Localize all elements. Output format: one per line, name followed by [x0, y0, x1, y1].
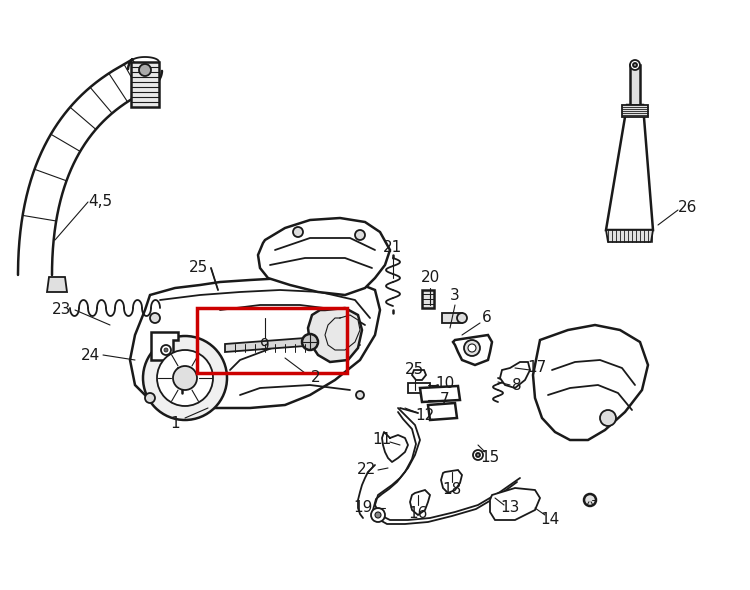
Text: 9: 9	[260, 337, 270, 352]
Text: 25: 25	[188, 261, 208, 276]
Text: 2: 2	[311, 371, 321, 385]
Text: 22: 22	[357, 463, 376, 477]
Polygon shape	[428, 403, 457, 420]
Text: 24: 24	[80, 348, 100, 362]
Circle shape	[584, 494, 596, 506]
Text: 23: 23	[53, 303, 72, 317]
Polygon shape	[47, 277, 67, 292]
Polygon shape	[130, 278, 380, 408]
Polygon shape	[500, 362, 530, 388]
Circle shape	[630, 60, 640, 70]
Circle shape	[293, 227, 303, 237]
Text: 7: 7	[440, 392, 450, 408]
Circle shape	[173, 366, 197, 390]
Text: 20: 20	[420, 270, 440, 286]
Polygon shape	[533, 325, 648, 440]
Text: 1: 1	[170, 415, 180, 431]
Text: 15: 15	[480, 451, 500, 466]
Polygon shape	[441, 470, 462, 493]
Polygon shape	[131, 62, 159, 107]
Polygon shape	[258, 218, 390, 295]
Circle shape	[468, 344, 476, 352]
Text: 25: 25	[405, 362, 424, 378]
Polygon shape	[420, 386, 460, 402]
Circle shape	[302, 334, 318, 350]
Text: 10: 10	[435, 375, 454, 391]
Text: 8: 8	[512, 378, 522, 392]
Circle shape	[476, 453, 480, 457]
Polygon shape	[18, 59, 162, 275]
Circle shape	[143, 336, 227, 420]
Polygon shape	[622, 105, 648, 117]
Text: 14: 14	[540, 513, 560, 527]
Circle shape	[161, 345, 171, 355]
Circle shape	[356, 391, 364, 399]
Polygon shape	[422, 290, 434, 308]
Circle shape	[600, 410, 616, 426]
Text: 21: 21	[383, 241, 403, 255]
Circle shape	[473, 450, 483, 460]
Text: 19: 19	[353, 500, 373, 516]
Circle shape	[157, 350, 213, 406]
Polygon shape	[606, 105, 653, 230]
Polygon shape	[490, 488, 540, 520]
Circle shape	[139, 64, 151, 76]
Polygon shape	[453, 335, 492, 365]
Text: 6: 6	[482, 310, 492, 326]
Text: 3: 3	[450, 287, 460, 303]
Text: 4,5: 4,5	[88, 195, 112, 209]
Polygon shape	[630, 65, 640, 105]
Circle shape	[150, 313, 160, 323]
Polygon shape	[308, 308, 362, 362]
Circle shape	[164, 348, 168, 352]
Text: 17: 17	[527, 360, 547, 375]
Circle shape	[464, 340, 480, 356]
Polygon shape	[412, 370, 426, 380]
Polygon shape	[606, 230, 653, 242]
Circle shape	[371, 508, 385, 522]
Text: 13: 13	[500, 500, 520, 516]
Polygon shape	[442, 313, 462, 323]
Bar	[197, 308, 347, 373]
Text: 16: 16	[408, 506, 428, 520]
Polygon shape	[225, 338, 305, 352]
Circle shape	[355, 230, 365, 240]
Circle shape	[145, 393, 155, 403]
Polygon shape	[410, 490, 430, 515]
Polygon shape	[176, 368, 188, 378]
Circle shape	[633, 63, 637, 67]
Text: 18: 18	[442, 483, 461, 497]
Circle shape	[457, 313, 467, 323]
Polygon shape	[408, 383, 430, 393]
Text: 26: 26	[678, 201, 698, 215]
Text: 12: 12	[416, 408, 435, 422]
Text: 11: 11	[372, 432, 392, 447]
Polygon shape	[151, 332, 178, 360]
Circle shape	[375, 512, 381, 518]
